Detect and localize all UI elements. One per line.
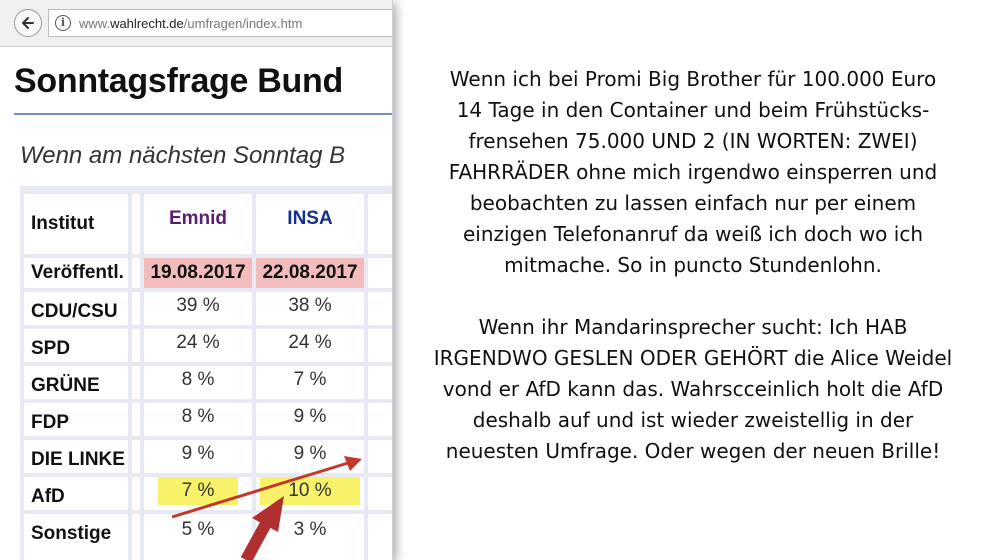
- row-spacer: [132, 514, 140, 560]
- comment-text: Wenn ich bei Promi Big Brother für 100.0…: [396, 64, 990, 467]
- row-next: [368, 329, 392, 362]
- row-next: [368, 366, 392, 399]
- date-emnid: 19.08.2017: [144, 258, 252, 288]
- row-next: [368, 403, 392, 436]
- value-emnid-afd: 7 %: [144, 477, 252, 510]
- value-emnid: 24 %: [144, 329, 252, 362]
- comment-line: 14 Tage in den Container und beim Frühst…: [456, 98, 930, 122]
- value-insa: 38 %: [256, 292, 364, 325]
- value-insa: 7 %: [256, 366, 364, 399]
- date-next: [368, 258, 392, 288]
- comment-line: neuesten Umfrage. Oder wegen der neuen B…: [445, 439, 941, 463]
- value-emnid: 8 %: [144, 403, 252, 436]
- date-insa: 22.08.2017: [256, 258, 364, 288]
- info-icon[interactable]: i: [55, 15, 71, 31]
- row-spacer: [132, 366, 140, 399]
- party-label: FDP: [24, 403, 128, 436]
- page-subtitle: Wenn am nächsten Sonntag B: [20, 142, 346, 169]
- header-insa[interactable]: INSA: [256, 194, 364, 254]
- value-insa: 3 %: [256, 514, 364, 560]
- header-institut: Institut: [24, 194, 128, 254]
- row-next: [368, 292, 392, 325]
- value-insa: 24 %: [256, 329, 364, 362]
- pointer-arrow: [240, 496, 284, 560]
- value-emnid: 39 %: [144, 292, 252, 325]
- comment-line: Wenn ich bei Promi Big Brother für 100.0…: [449, 67, 937, 91]
- comment-line: FAHRRÄDER ohne mich irgendwo einsperren …: [448, 160, 938, 184]
- party-label: Sonstige: [24, 514, 128, 560]
- comment-line: beobachten zu lassen einfach nur per ein…: [469, 191, 917, 215]
- comment-line: deshalb auf und ist wieder zweistellig i…: [472, 408, 914, 432]
- poll-table: Institut Emnid INSA Veröffentl. 19.08.20…: [20, 186, 392, 560]
- value-emnid: 5 %: [144, 514, 252, 560]
- url-prefix: www.: [79, 16, 111, 31]
- highlight-emnid-afd: 7 %: [158, 477, 238, 505]
- row-spacer: [132, 403, 140, 436]
- highlight-insa-afd: 10 %: [260, 477, 360, 505]
- address-bar[interactable]: i www.wahlrecht.de/umfragen/index.htm: [48, 9, 392, 37]
- comment-line: IRGENDWO GESLEN ODER GEHÖRT die Alice We…: [433, 346, 953, 370]
- row-next: [368, 440, 392, 473]
- header-spacer: [132, 194, 140, 254]
- url-path: /umfragen/index.htm: [183, 16, 303, 31]
- row-spacer: [132, 258, 140, 288]
- value-emnid: 9 %: [144, 440, 252, 473]
- row-spacer: [132, 292, 140, 325]
- party-label: DIE LINKE: [24, 440, 128, 473]
- comment-line: Wenn ihr Mandarinsprecher sucht: Ich HAB: [478, 315, 908, 339]
- party-label: CDU/CSU: [24, 292, 128, 325]
- url-text: www.wahlrecht.de/umfragen/index.htm: [79, 16, 302, 31]
- annotation-arrows: [171, 456, 362, 560]
- url-domain: wahlrecht.de: [110, 16, 184, 31]
- website-screenshot: i www.wahlrecht.de/umfragen/index.htm So…: [0, 0, 393, 560]
- paragraph-gap: [396, 281, 990, 312]
- back-button[interactable]: [14, 9, 42, 37]
- row-next: [368, 477, 392, 510]
- value-insa: 9 %: [256, 403, 364, 436]
- row-spacer: [132, 477, 140, 510]
- heading-divider: [14, 113, 392, 115]
- party-label: AfD: [24, 477, 128, 510]
- comment-line: frensehen 75.000 UND 2 (IN WORTEN: ZWEI): [468, 129, 918, 153]
- comment-line: vond er AfD kann das. Wahrscceinlich hol…: [442, 377, 944, 401]
- party-label: GRÜNE: [24, 366, 128, 399]
- trend-arrow: [171, 456, 362, 519]
- row-spacer: [132, 440, 140, 473]
- comment-line: mitmache. So in puncto Stundenlohn.: [504, 253, 882, 277]
- page-title: Sonntagsfrage Bund: [14, 62, 343, 100]
- row-spacer: [132, 329, 140, 362]
- party-label: SPD: [24, 329, 128, 362]
- header-next: [368, 194, 392, 254]
- back-arrow-icon: [22, 17, 34, 29]
- value-emnid: 8 %: [144, 366, 252, 399]
- row-next: [368, 514, 392, 560]
- subtitle-fade: [340, 140, 392, 172]
- value-insa-afd: 10 %: [256, 477, 364, 510]
- browser-toolbar: i www.wahlrecht.de/umfragen/index.htm: [0, 0, 392, 47]
- comment-line: einzigen Telefonanruf da weiß ich doch w…: [463, 222, 923, 246]
- header-emnid[interactable]: Emnid: [144, 194, 252, 254]
- row-label-dates: Veröffentl.: [24, 258, 128, 288]
